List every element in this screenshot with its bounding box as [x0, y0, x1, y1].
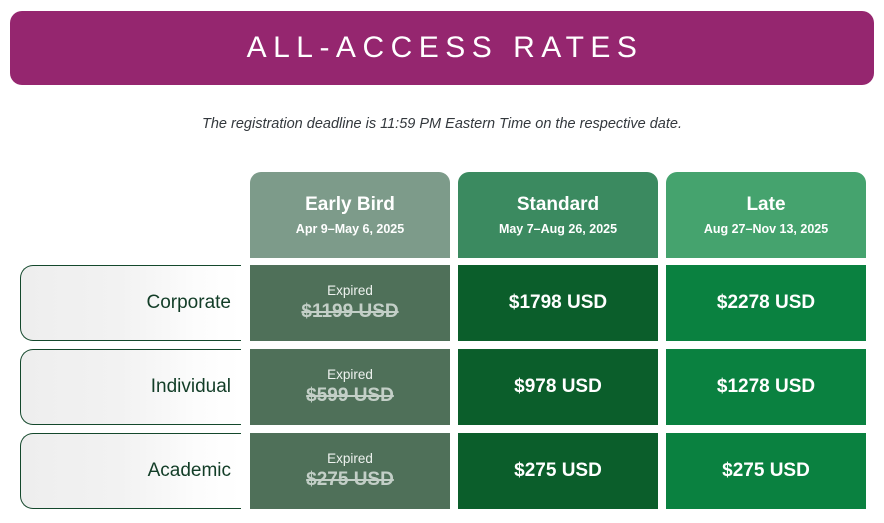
page-title-banner: All-Access Rates [10, 11, 874, 85]
table-row: Corporate Expired $1199 USD $1798 USD $2… [20, 265, 866, 341]
price-cell-academic-early-bird: Expired $275 USD [250, 433, 450, 509]
price-cell-corporate-standard: $1798 USD [458, 265, 658, 341]
price-value: $978 USD [514, 376, 602, 398]
price-value: $1798 USD [508, 292, 608, 314]
expired-label: Expired [327, 366, 373, 382]
price-value: $275 USD [514, 460, 602, 482]
row-label-text: Individual [150, 376, 231, 397]
column-header-late: Late Aug 27–Nov 13, 2025 [666, 172, 866, 258]
price-value: $1199 USD [301, 301, 399, 323]
rates-table: Early Bird Apr 9–May 6, 2025 Standard Ma… [20, 172, 866, 517]
price-value: $2278 USD [716, 292, 816, 314]
expired-label: Expired [327, 450, 373, 466]
price-cell-academic-late: $275 USD [666, 433, 866, 509]
price-cell-individual-early-bird: Expired $599 USD [250, 349, 450, 425]
page-title: All-Access Rates [246, 31, 644, 64]
price-cell-individual-standard: $978 USD [458, 349, 658, 425]
table-header-row: Early Bird Apr 9–May 6, 2025 Standard Ma… [20, 172, 866, 258]
row-label-individual: Individual [20, 349, 241, 425]
row-label-text: Corporate [146, 292, 232, 313]
price-value: $1278 USD [716, 376, 816, 398]
table-row: Individual Expired $599 USD $978 USD $12… [20, 349, 866, 425]
column-header-dates: Aug 27–Nov 13, 2025 [703, 221, 829, 236]
row-label-academic: Academic [20, 433, 241, 509]
column-header-dates: May 7–Aug 26, 2025 [498, 221, 618, 236]
column-header-name: Early Bird [305, 193, 395, 215]
price-cell-individual-late: $1278 USD [666, 349, 866, 425]
price-value: $599 USD [306, 385, 394, 407]
column-header-early-bird: Early Bird Apr 9–May 6, 2025 [250, 172, 450, 258]
price-cell-corporate-early-bird: Expired $1199 USD [250, 265, 450, 341]
price-value: $275 USD [306, 469, 394, 491]
column-header-name: Standard [516, 193, 600, 215]
price-cell-academic-standard: $275 USD [458, 433, 658, 509]
header-corner-spacer [20, 172, 241, 258]
row-label-text: Academic [147, 460, 231, 481]
column-header-dates: Apr 9–May 6, 2025 [295, 221, 405, 236]
table-row: Academic Expired $275 USD $275 USD $275 … [20, 433, 866, 509]
deadline-note: The registration deadline is 11:59 PM Ea… [202, 116, 682, 132]
column-header-name: Late [746, 193, 786, 215]
column-header-standard: Standard May 7–Aug 26, 2025 [458, 172, 658, 258]
price-value: $275 USD [722, 460, 810, 482]
price-cell-corporate-late: $2278 USD [666, 265, 866, 341]
expired-label: Expired [327, 282, 373, 298]
row-label-corporate: Corporate [20, 265, 241, 341]
